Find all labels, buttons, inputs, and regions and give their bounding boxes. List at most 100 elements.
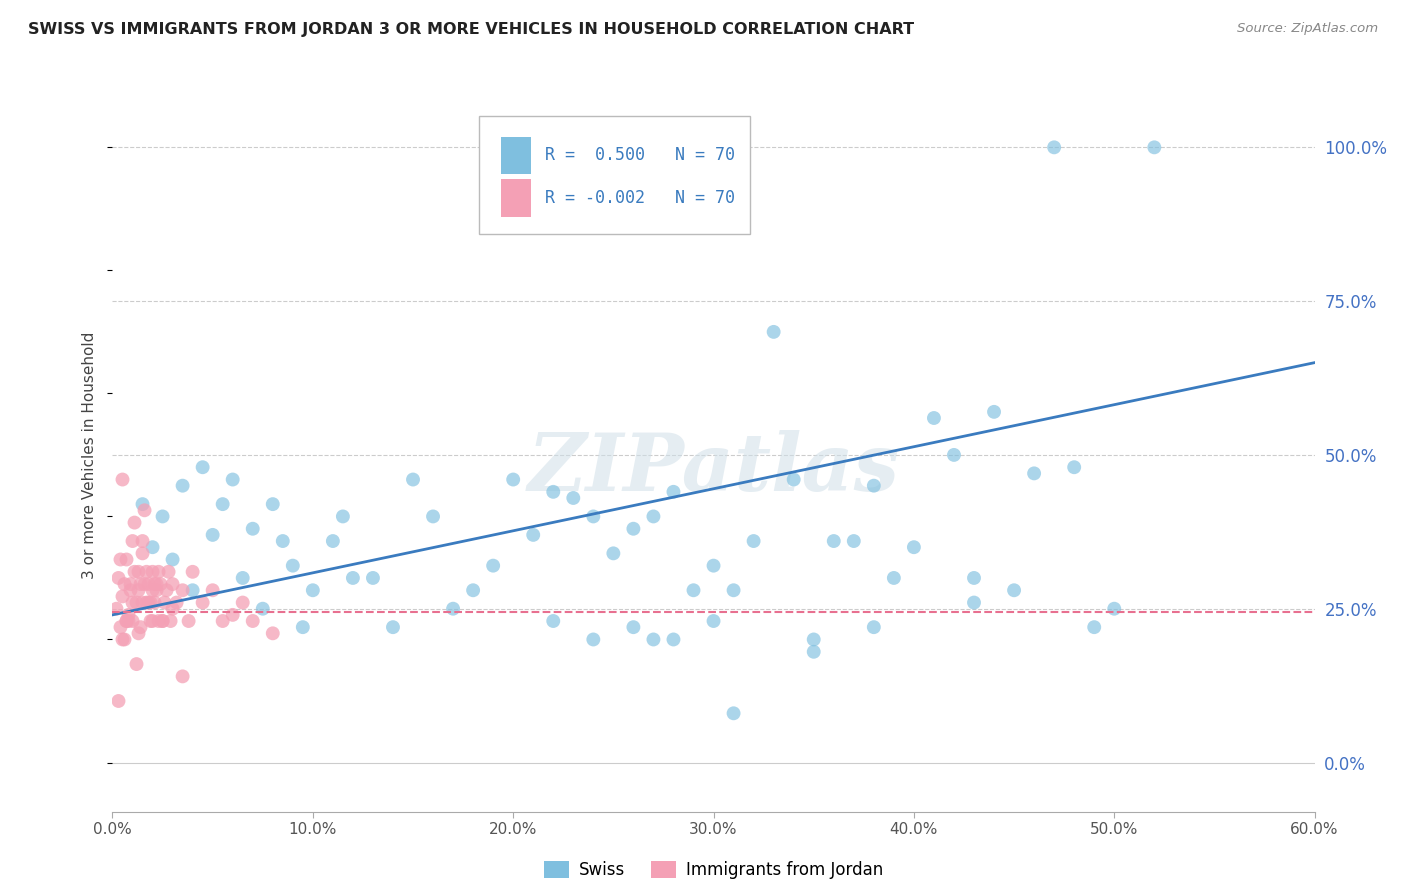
Point [271, 534, 294, 549]
Point [643, 632, 665, 647]
Point [201, 528, 224, 542]
Point [983, 405, 1005, 419]
Point [121, 596, 143, 610]
Point [232, 571, 254, 585]
Point [162, 552, 184, 566]
Point [522, 528, 544, 542]
Point [903, 540, 925, 554]
Point [381, 620, 405, 634]
Point [562, 491, 585, 505]
Point [1063, 460, 1085, 475]
Point [143, 596, 166, 610]
Point [922, 411, 945, 425]
Point [162, 601, 184, 615]
Point [117, 614, 139, 628]
Bar [501, 136, 531, 174]
Point [441, 601, 464, 615]
Point [131, 546, 153, 560]
Point [139, 596, 162, 610]
Point [281, 558, 304, 573]
Point [702, 558, 725, 573]
Text: Source: ZipAtlas.com: Source: ZipAtlas.com [1237, 22, 1378, 36]
Point [177, 614, 200, 628]
Point [172, 583, 194, 598]
Point [621, 522, 644, 536]
Bar [501, 179, 531, 217]
Point [114, 632, 136, 647]
Point [145, 583, 167, 598]
Point [181, 583, 204, 598]
Point [963, 596, 986, 610]
Point [301, 583, 323, 598]
Point [201, 583, 224, 598]
Point [842, 534, 865, 549]
Point [1043, 140, 1066, 154]
Point [862, 620, 886, 634]
Y-axis label: 3 or more Vehicles in Household: 3 or more Vehicles in Household [82, 331, 97, 579]
Point [111, 632, 134, 647]
Point [262, 497, 284, 511]
Point [111, 473, 134, 487]
Point [361, 571, 384, 585]
Point [662, 632, 685, 647]
Point [602, 546, 624, 560]
Point [222, 607, 245, 622]
Point [262, 626, 284, 640]
Point [543, 614, 565, 628]
Point [107, 694, 129, 708]
Point [803, 645, 825, 659]
Point [723, 583, 745, 598]
Text: SWISS VS IMMIGRANTS FROM JORDAN 3 OR MORE VEHICLES IN HOUSEHOLD CORRELATION CHAR: SWISS VS IMMIGRANTS FROM JORDAN 3 OR MOR… [28, 22, 914, 37]
Point [141, 614, 163, 628]
Point [543, 484, 565, 499]
Point [114, 577, 136, 591]
Point [332, 509, 354, 524]
Text: R =  0.500   N = 70: R = 0.500 N = 70 [546, 146, 735, 164]
Point [582, 632, 605, 647]
Point [120, 583, 142, 598]
Point [643, 509, 665, 524]
Point [138, 596, 160, 610]
Point [105, 601, 128, 615]
Point [702, 614, 725, 628]
Point [211, 614, 233, 628]
Point [128, 626, 150, 640]
Point [115, 614, 138, 628]
Point [682, 583, 704, 598]
Point [252, 601, 274, 615]
Point [134, 577, 156, 591]
Point [291, 620, 314, 634]
Point [120, 577, 142, 591]
Point [135, 565, 157, 579]
Point [110, 620, 132, 634]
Point [128, 583, 150, 598]
Point [110, 552, 132, 566]
Point [125, 596, 148, 610]
Point [139, 614, 162, 628]
Point [482, 558, 505, 573]
Point [155, 583, 177, 598]
Point [124, 516, 146, 530]
Point [152, 614, 174, 628]
Point [222, 473, 245, 487]
Point [141, 583, 163, 598]
Point [125, 657, 148, 671]
Point [402, 473, 425, 487]
Point [723, 706, 745, 721]
Point [1143, 140, 1166, 154]
Point [1102, 601, 1125, 615]
Point [172, 478, 194, 492]
Point [762, 325, 785, 339]
Point [166, 596, 188, 610]
Point [742, 534, 765, 549]
Point [242, 614, 264, 628]
Point [1022, 467, 1045, 481]
Point [128, 565, 150, 579]
Point [162, 577, 184, 591]
Point [1002, 583, 1025, 598]
Point [159, 614, 181, 628]
Point [157, 565, 180, 579]
Point [422, 509, 444, 524]
Point [242, 522, 264, 536]
Point [141, 565, 163, 579]
